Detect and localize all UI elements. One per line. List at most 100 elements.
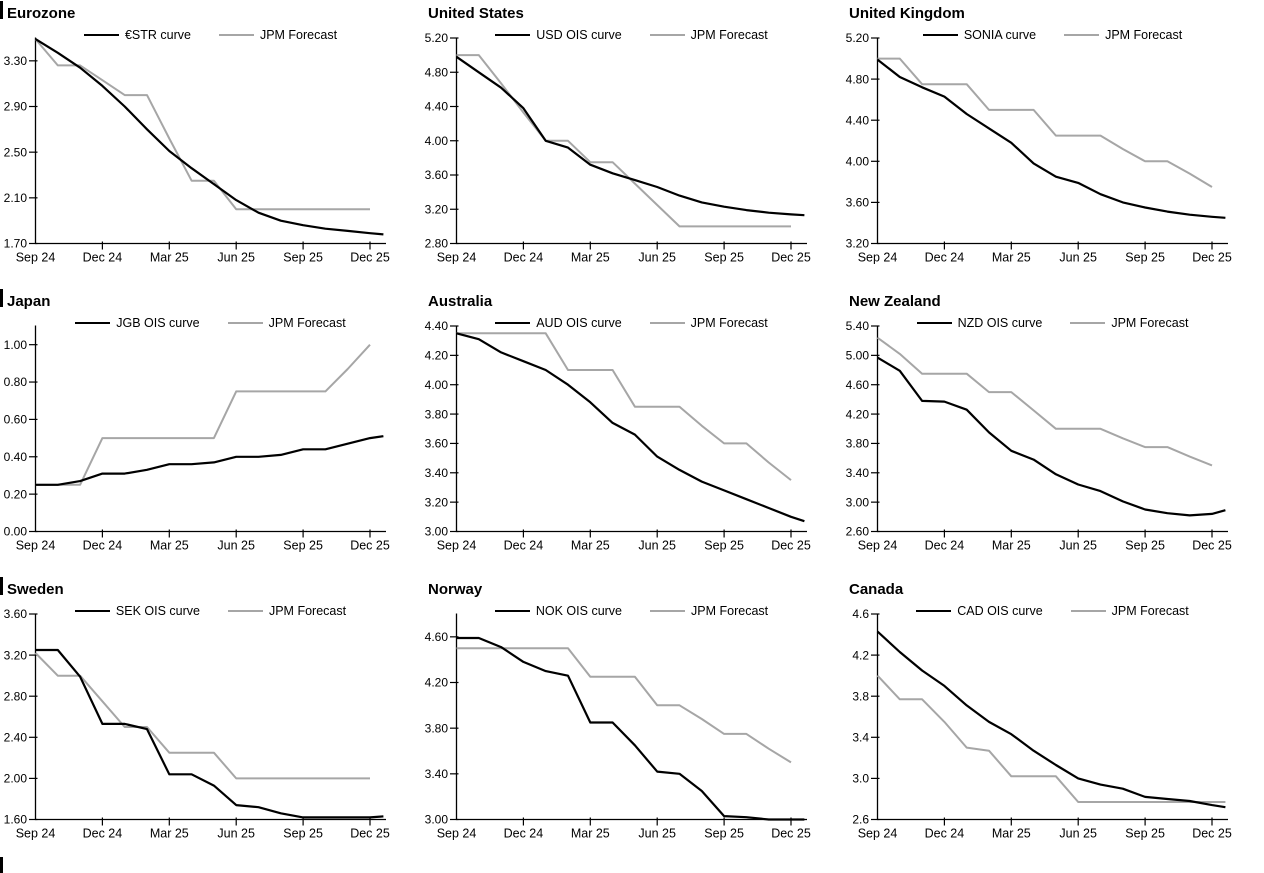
x-axis: Sep 24 Dec 24 Mar 25 Jun 25 Sep 25 Dec 25 [16,529,390,553]
chart-title-row: United Kingdom [842,0,1264,24]
y-tick-label: 4.20 [425,349,449,363]
x-axis: Sep 24 Dec 24 Mar 25 Jun 25 Sep 25 Dec 25 [858,241,1232,265]
section-marker-bar [0,577,3,595]
y-tick-label: 3.20 [425,495,449,509]
y-tick-label: 3.20 [4,648,28,662]
chart-cell-norway: Norway NOK OIS curve JPM Forecast 4.60 4.20 3… [421,576,842,873]
y-tick-label: 3.60 [425,168,449,182]
x-tick-label: Dec 25 [771,539,811,553]
y-axis: 4.60 4.20 3.80 3.40 3.00 [425,613,459,827]
x-axis: Sep 24 Dec 24 Mar 25 Jun 25 Sep 25 Dec 25 [437,529,811,553]
y-axis: 5.40 5.00 4.60 4.20 3.80 3.40 3.00 2.60 [846,319,880,539]
chart-cell-canada: Canada CAD OIS curve JPM Forecast 4.6 4.2 3.8… [842,576,1264,873]
chart-title-australia: Australia [428,292,493,310]
y-tick-label: 2.80 [4,689,28,703]
x-tick-label: Dec 24 [83,251,123,265]
forecast-line [876,674,1226,803]
y-axis: 1.00 0.80 0.60 0.40 0.20 0.00 [4,325,38,539]
section-marker-bar [0,1,3,19]
x-tick-label: Mar 25 [150,539,189,553]
y-tick-label: 3.80 [425,721,449,735]
chart-cell-united-states: United States USD OIS curve JPM Forecast 5.… [421,0,842,288]
x-tick-label: Dec 25 [1192,827,1232,841]
curve-line [456,636,805,821]
y-axis: 3.60 3.20 2.80 2.40 2.00 1.60 [4,607,38,827]
chart-title-row: Canada [842,576,1264,600]
chart-title-sweden: Sweden [7,580,64,598]
y-tick-label: 3.20 [425,202,449,216]
y-tick-label: 0.60 [4,413,28,427]
y-tick-label: 4.00 [846,155,870,169]
y-tick-label: 4.80 [846,72,870,86]
y-tick-label: 5.20 [846,31,870,45]
x-axis: Sep 24 Dec 24 Mar 25 Jun 25 Sep 25 Dec 25 [437,241,811,265]
forecast-line [34,38,370,211]
y-tick-label: 4.60 [846,378,870,392]
x-tick-label: Sep 24 [858,251,898,265]
y-axis: 3.30 2.90 2.50 2.10 1.70 [4,37,38,251]
x-tick-label: Dec 24 [83,827,123,841]
y-tick-label: 3.80 [425,407,449,421]
x-tick-label: Dec 24 [504,251,544,265]
x-tick-label: Mar 25 [571,251,610,265]
y-tick-label: 4.6 [852,607,869,621]
chart-cell-australia: Australia AUD OIS curve JPM Forecast 4.40 4.… [421,288,842,576]
forecast-line [877,57,1213,188]
y-axis: 4.6 4.2 3.8 3.4 3.0 2.6 [852,607,880,827]
y-tick-label: 0.40 [4,450,28,464]
chart-title-united-kingdom: United Kingdom [849,4,965,22]
x-tick-label: Mar 25 [992,827,1031,841]
x-tick-label: Jun 25 [1059,539,1097,553]
y-tick-label: 3.60 [4,607,28,621]
x-tick-label: Sep 25 [283,539,323,553]
y-axis: 5.20 4.80 4.40 4.00 3.60 3.20 2.80 [425,31,459,251]
chart-title-row: New Zealand [842,288,1264,312]
chart-title-row: Sweden [0,576,421,600]
x-tick-label: Dec 25 [1192,539,1232,553]
curve-line [455,55,805,217]
x-tick-label: Mar 25 [571,539,610,553]
x-tick-label: Jun 25 [638,539,676,553]
x-tick-label: Sep 25 [704,827,744,841]
x-tick-label: Mar 25 [150,827,189,841]
x-tick-label: Sep 24 [437,251,477,265]
x-tick-label: Jun 25 [1059,827,1097,841]
y-tick-label: 3.40 [425,767,449,781]
x-tick-label: Sep 24 [16,539,56,553]
y-tick-label: 4.2 [852,648,869,662]
y-tick-label: 5.40 [846,319,870,333]
y-axis: 5.20 4.80 4.40 4.00 3.60 3.20 [846,31,880,251]
x-tick-label: Jun 25 [638,251,676,265]
x-tick-label: Sep 25 [1125,539,1165,553]
x-tick-label: Sep 25 [1125,827,1165,841]
y-tick-label: 1.60 [4,813,28,827]
y-tick-label: 4.80 [425,65,449,79]
chart-title-new-zealand: New Zealand [849,292,941,310]
x-tick-label: Sep 25 [1125,251,1165,265]
x-tick-label: Mar 25 [992,251,1031,265]
y-tick-label: 5.20 [425,31,449,45]
forecast-line [456,54,791,228]
x-tick-label: Dec 24 [925,827,965,841]
y-tick-label: 3.30 [4,54,28,68]
curve-line [35,435,384,486]
y-tick-label: 2.60 [846,525,870,539]
forecast-line [34,652,370,780]
x-tick-label: Sep 24 [858,827,898,841]
x-tick-label: Jun 25 [638,827,676,841]
chart-title-japan: Japan [7,292,51,310]
y-tick-label: 4.00 [425,378,449,392]
y-tick-label: 5.00 [846,349,870,363]
y-tick-label: 4.60 [425,630,449,644]
curve-line [876,58,1226,219]
x-tick-label: Dec 24 [925,539,965,553]
forecast-line [35,344,371,486]
y-tick-label: 1.70 [4,237,28,251]
chart-title-eurozone: Eurozone [7,4,76,22]
